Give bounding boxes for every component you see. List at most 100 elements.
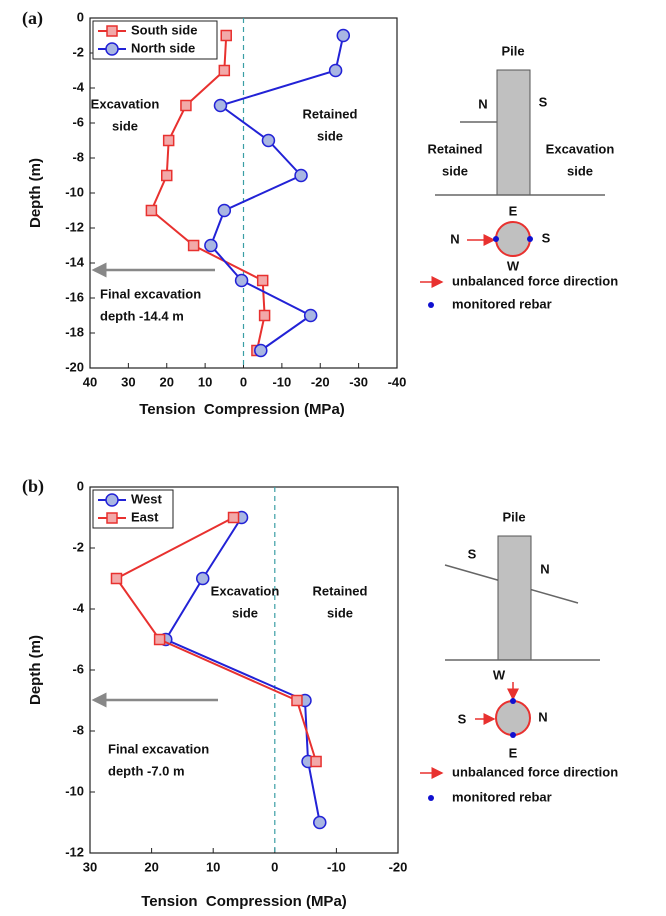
x-axis-title: Tension Compression (MPa)	[141, 893, 347, 910]
y-tick-label: 0	[77, 9, 84, 24]
diagram-legend-label: monitored rebar	[452, 296, 552, 311]
legend-dot	[428, 302, 434, 308]
x-tick-label: 20	[160, 374, 174, 389]
series-line	[209, 35, 345, 352]
data-marker	[180, 99, 192, 112]
data-marker	[303, 308, 318, 323]
y-tick-label: -10	[65, 783, 84, 798]
y-tick-label: -2	[72, 44, 84, 59]
diagram-label: N	[478, 96, 487, 111]
annotation: Excavation	[91, 96, 160, 111]
annotation: side	[317, 128, 343, 143]
x-tick-label: -20	[389, 859, 408, 874]
y-tick-label: -4	[72, 600, 84, 615]
data-marker	[254, 343, 268, 358]
data-marker	[258, 309, 271, 322]
annotation: depth -14.4 m	[100, 308, 184, 323]
panel-label: (a)	[22, 8, 43, 29]
data-marker	[213, 98, 228, 113]
x-axis-title: Tension Compression (MPa)	[139, 401, 345, 418]
data-marker	[294, 168, 308, 183]
y-tick-label: -4	[72, 79, 84, 94]
y-tick-label: -16	[65, 289, 84, 304]
annotation: Retained	[303, 106, 358, 121]
pile-diagram	[420, 535, 600, 801]
diagram-label: S	[539, 94, 548, 109]
legend-marker	[106, 25, 118, 37]
diagram-label: E	[509, 203, 518, 218]
data-marker	[336, 28, 351, 43]
data-marker	[217, 203, 232, 218]
y-axis-title: Depth (m)	[27, 158, 44, 228]
x-tick-label: 0	[271, 859, 278, 874]
data-marker	[291, 694, 303, 707]
diagram-label: E	[509, 745, 518, 760]
diagram-label: side	[567, 163, 593, 178]
diagram-label: Retained	[428, 141, 483, 156]
diagram-label: N	[538, 709, 547, 724]
x-tick-label: 30	[121, 374, 135, 389]
annotation: Final excavation	[100, 286, 201, 301]
legend-label: South side	[131, 22, 197, 37]
data-marker	[310, 755, 322, 768]
series-line	[115, 516, 318, 762]
diagram-legend-label: unbalanced force direction	[452, 764, 618, 779]
x-tick-label: -10	[327, 859, 346, 874]
x-tick-label: 20	[144, 859, 158, 874]
x-tick-label: 0	[240, 374, 247, 389]
y-tick-label: -18	[65, 324, 84, 339]
panel-label: (b)	[22, 476, 44, 497]
y-tick-label: -12	[65, 219, 84, 234]
annotation: depth -7.0 m	[108, 763, 185, 778]
x-tick-label: -30	[349, 374, 368, 389]
y-tick-label: -8	[72, 149, 84, 164]
data-marker	[187, 239, 200, 252]
y-tick-label: -20	[65, 359, 84, 374]
rebar-dot	[527, 236, 533, 242]
x-tick-label: 40	[83, 374, 97, 389]
diagram-title: Pile	[502, 509, 525, 524]
diagram-label: S	[468, 546, 477, 561]
diagram-label: N	[540, 561, 549, 576]
y-tick-label: -12	[65, 844, 84, 859]
diagram-label: S	[458, 711, 467, 726]
legend-marker	[105, 493, 119, 507]
x-tick-label: -10	[272, 374, 291, 389]
legend-label: North side	[131, 40, 195, 55]
annotation: Excavation	[211, 583, 280, 598]
plot-frame	[89, 486, 399, 854]
pile-diagram	[420, 69, 605, 308]
annotation: Final excavation	[108, 741, 209, 756]
y-tick-label: -6	[72, 114, 84, 129]
data-marker	[227, 511, 240, 524]
diagram-label: side	[442, 163, 468, 178]
data-marker	[204, 238, 218, 253]
data-marker	[195, 571, 210, 586]
series-line	[150, 35, 266, 351]
y-tick-label: -6	[72, 661, 84, 676]
diagram-title: Pile	[501, 43, 524, 58]
data-marker	[234, 273, 249, 288]
data-marker	[218, 64, 231, 77]
rebar-dot	[493, 236, 499, 242]
data-marker	[145, 204, 158, 217]
legend-label: West	[131, 491, 162, 506]
data-marker	[153, 633, 166, 646]
diagram-label: Excavation	[546, 141, 615, 156]
diagram-legend-label: monitored rebar	[452, 789, 552, 804]
annotation: side	[327, 605, 353, 620]
y-tick-label: -2	[72, 539, 84, 554]
legend-label: East	[131, 509, 159, 524]
pile	[497, 535, 532, 661]
data-marker	[220, 29, 232, 42]
diagram-label: N	[450, 231, 459, 246]
y-tick-label: -10	[65, 184, 84, 199]
data-marker	[162, 134, 175, 147]
data-marker	[261, 133, 276, 148]
x-tick-label: 30	[83, 859, 97, 874]
pile	[496, 69, 531, 196]
diagram-label: W	[507, 258, 520, 273]
rebar-dot	[510, 732, 516, 738]
